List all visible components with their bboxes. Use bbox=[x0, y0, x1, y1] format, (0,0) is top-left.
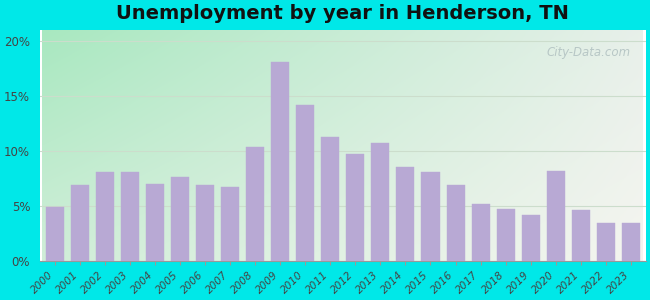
Bar bbox=[396, 167, 415, 261]
Bar bbox=[622, 223, 640, 261]
Bar bbox=[221, 188, 239, 261]
Bar bbox=[547, 171, 565, 261]
Bar bbox=[71, 185, 89, 261]
Bar bbox=[346, 154, 365, 261]
Bar bbox=[296, 105, 315, 261]
Bar bbox=[371, 143, 389, 261]
Bar bbox=[171, 178, 189, 261]
Bar bbox=[572, 211, 590, 261]
Bar bbox=[246, 147, 265, 261]
Bar bbox=[321, 137, 339, 261]
Bar bbox=[497, 209, 515, 261]
Bar bbox=[447, 185, 465, 261]
Bar bbox=[121, 172, 139, 261]
Bar bbox=[196, 185, 214, 261]
Bar bbox=[271, 62, 289, 261]
Bar bbox=[522, 215, 540, 261]
Bar bbox=[46, 207, 64, 261]
Text: City-Data.com: City-Data.com bbox=[547, 46, 630, 59]
Bar bbox=[471, 204, 489, 261]
Bar bbox=[597, 223, 615, 261]
Bar bbox=[96, 172, 114, 261]
Bar bbox=[146, 184, 164, 261]
Title: Unemployment by year in Henderson, TN: Unemployment by year in Henderson, TN bbox=[116, 4, 569, 23]
Bar bbox=[421, 172, 439, 261]
